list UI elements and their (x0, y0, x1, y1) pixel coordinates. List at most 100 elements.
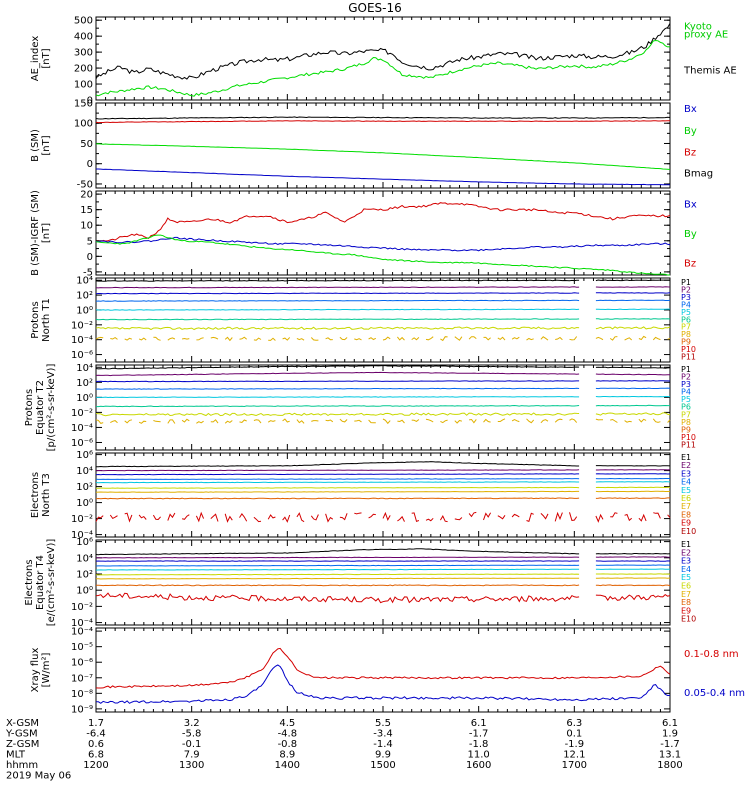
series-line (368, 513, 376, 519)
series-line (124, 512, 133, 523)
legend-entry: By (684, 126, 697, 137)
series-line (468, 511, 477, 518)
plot-title: GOES-16 (348, 1, 402, 15)
y-tick-label: 10⁶ (76, 450, 93, 461)
series-line (95, 120, 670, 124)
series-bx (96, 168, 671, 186)
x-row-value: -6.4 (86, 729, 106, 740)
y-tick-label: 100 (74, 80, 93, 91)
series-line (497, 515, 506, 520)
legend-entry: E9 (681, 606, 691, 615)
legend-entry: E2 (681, 461, 691, 470)
series-line (411, 419, 420, 422)
series-e1 (95, 548, 671, 556)
series-line (497, 418, 506, 422)
series-line (95, 592, 580, 604)
y-axis-label: [W/m²] (41, 652, 52, 687)
y-tick-label: 10⁰ (76, 305, 93, 316)
y-tick-label: 5 (87, 236, 93, 247)
series-e2 (95, 556, 671, 559)
y-tick-label: 10⁻² (71, 408, 93, 419)
series-line (425, 418, 434, 423)
y-tick-label: 400 (74, 32, 93, 43)
series-line (124, 419, 133, 424)
series-e6 (95, 573, 670, 576)
series-line (425, 517, 434, 522)
y-tick-label: 0 (87, 96, 93, 107)
series-line (110, 337, 118, 340)
series-line (153, 420, 161, 423)
y-tick-label: 500 (74, 16, 93, 27)
series-line (397, 515, 405, 522)
legend-entry: proxy AE (684, 30, 728, 41)
series-line (282, 514, 291, 523)
series-line (554, 418, 563, 423)
series-line (595, 380, 671, 382)
series-p6 (96, 404, 670, 408)
y-axis-label: Xray flux (30, 648, 41, 693)
series-line (210, 419, 219, 424)
legend-entry: E1 (681, 540, 691, 549)
series-line (95, 380, 580, 383)
series-line (483, 336, 491, 341)
series-line (239, 336, 248, 340)
y-axis-label: [e/(cm²-s-sr-keV)] (46, 539, 57, 627)
legend-entry: P5 (681, 395, 691, 404)
legend: Bx By Bz (684, 200, 697, 270)
y-tick-label: 10⁴ (76, 276, 93, 287)
legend-entry: 0.05-0.4 nm (684, 688, 745, 699)
series-line (167, 512, 176, 521)
series-line (167, 419, 176, 424)
legend-entry: P6 (681, 403, 691, 412)
series-line (95, 299, 580, 302)
series-line (368, 337, 377, 341)
x-row-value: 1.9 (662, 729, 678, 740)
series-bmag (95, 116, 671, 120)
series-line (526, 418, 535, 424)
x-row-value: 1800 (657, 760, 682, 771)
series-line (569, 418, 578, 423)
legend-entry: Bz (684, 147, 696, 158)
series-line (339, 513, 348, 521)
x-row-label: Y-GSM (5, 729, 38, 740)
legend-entry: E8 (681, 510, 691, 519)
series-line (325, 513, 334, 523)
series-e8 (95, 584, 671, 587)
y-axis-label: North T1 (41, 298, 52, 342)
series-p5 (96, 395, 671, 399)
legend-entry: P11 (681, 440, 696, 449)
panel-8: 10⁻⁴ 10⁻⁵ 10⁻⁶ 10⁻⁷ 10⁻⁸ 10⁻⁹ Xray flux [W/m²] 0… (30, 627, 745, 716)
x-row-label: hhmm (6, 760, 38, 771)
y-axis-label: Equator T2 (35, 380, 46, 435)
series-line (526, 512, 534, 523)
series-line (96, 404, 580, 408)
x-row-value: 1200 (83, 760, 108, 771)
series-line (540, 336, 549, 341)
x-row-value: 4.5 (279, 718, 295, 729)
y-tick-label: 10² (76, 570, 93, 581)
x-row-value: 1400 (275, 760, 300, 771)
series-line (138, 337, 147, 341)
y-tick-label: 10⁻⁶ (71, 658, 93, 669)
series-line (95, 279, 580, 282)
series-line (325, 337, 333, 341)
series-p4 (95, 299, 671, 302)
series-line (138, 514, 147, 520)
series-line (540, 419, 549, 424)
legend-entry: P4 (681, 300, 691, 309)
series-line (95, 573, 580, 576)
x-row-value: 3.2 (184, 718, 200, 729)
series-line (95, 647, 671, 689)
y-tick-label: 10⁰ (76, 393, 93, 404)
series-p5 (95, 308, 670, 311)
series-line (469, 418, 477, 424)
series-e5 (95, 481, 671, 484)
series-p4 (95, 387, 671, 390)
legend-entry: E2 (681, 548, 691, 557)
series-line (439, 515, 448, 523)
